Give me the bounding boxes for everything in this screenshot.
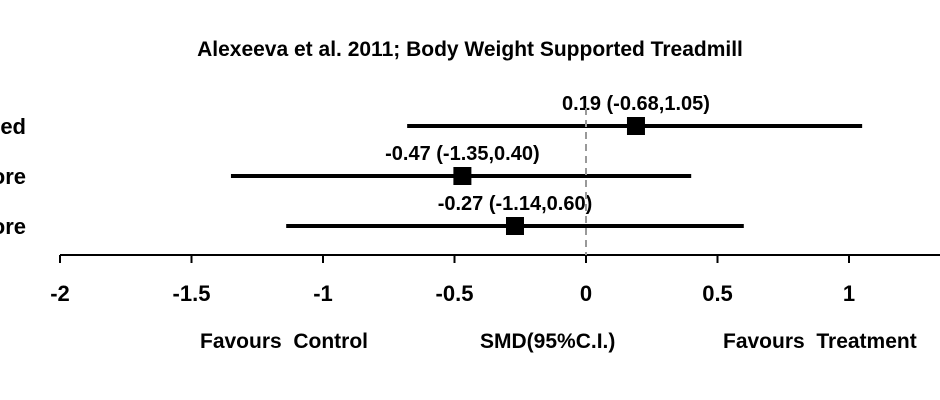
x-tick-label: -2 [50, 281, 70, 306]
x-tick-label: 0.5 [702, 281, 733, 306]
point-estimate-marker [505, 217, 524, 235]
estimate-annotation: 0.19 (-0.68,1.05) [562, 93, 710, 115]
estimate-annotation: -0.47 (-1.35,0.40) [385, 143, 540, 165]
row-label: ore [0, 164, 26, 189]
x-tick-label: 0 [580, 281, 592, 306]
estimate-annotation: -0.27 (-1.14,0.60) [438, 193, 593, 215]
x-tick-label: -0.5 [436, 281, 474, 306]
favours-control-label: Favours Control [200, 330, 368, 353]
chart-title: Alexeeva et al. 2011; Body Weight Suppor… [197, 38, 743, 61]
x-tick-label: -1.5 [173, 281, 211, 306]
point-estimate-marker [626, 117, 645, 135]
x-tick-label: 1 [843, 281, 855, 306]
x-axis-label: SMD(95%C.I.) [480, 330, 615, 353]
favours-treatment-label: Favours Treatment [723, 330, 917, 353]
row-label: ed [0, 114, 26, 139]
point-estimate-marker [453, 167, 472, 185]
row-label: ore [0, 214, 26, 239]
x-tick-label: -1 [313, 281, 333, 306]
